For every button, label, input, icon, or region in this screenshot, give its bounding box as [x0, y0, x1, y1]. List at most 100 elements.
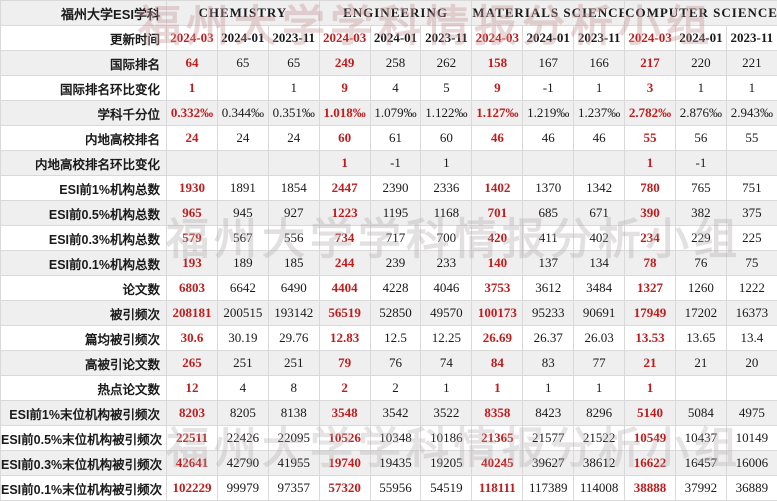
row-label: 更新时间	[1, 26, 167, 51]
data-cell: 5140	[625, 401, 676, 426]
data-cell: 12.25	[421, 326, 472, 351]
data-cell: 22095	[268, 426, 319, 451]
data-cell: 1	[167, 76, 218, 101]
data-cell: 12	[167, 376, 218, 401]
data-cell: 38888	[625, 476, 676, 501]
data-cell: 134	[574, 251, 625, 276]
data-cell: 2024-03	[167, 26, 218, 51]
data-cell: 239	[370, 251, 421, 276]
data-cell: 6490	[268, 276, 319, 301]
data-cell: 16457	[675, 451, 726, 476]
data-cell: 193	[167, 251, 218, 276]
data-cell: 36889	[726, 476, 777, 501]
data-cell: 1	[421, 151, 472, 176]
data-cell: 4	[217, 376, 268, 401]
data-cell: 556	[268, 226, 319, 251]
data-cell: 21577	[523, 426, 574, 451]
data-cell: 22426	[217, 426, 268, 451]
data-cell: 685	[523, 201, 574, 226]
row-label: 高被引论文数	[1, 351, 167, 376]
data-cell: 21365	[472, 426, 523, 451]
data-cell: 17949	[625, 301, 676, 326]
data-cell: 166	[574, 51, 625, 76]
data-cell: 21522	[574, 426, 625, 451]
data-cell: 102229	[167, 476, 218, 501]
row-label: 热点论文数	[1, 376, 167, 401]
data-cell: 42641	[167, 451, 218, 476]
data-cell: 3548	[319, 401, 370, 426]
data-cell: 65	[217, 51, 268, 76]
data-cell: 49570	[421, 301, 472, 326]
data-cell: 3612	[523, 276, 574, 301]
data-cell: 2.943‰	[726, 101, 777, 126]
data-cell: 1854	[268, 176, 319, 201]
data-cell: 6642	[217, 276, 268, 301]
data-cell: 158	[472, 51, 523, 76]
data-cell: 41955	[268, 451, 319, 476]
data-cell: 4	[370, 76, 421, 101]
data-cell: 382	[675, 201, 726, 226]
data-cell	[472, 151, 523, 176]
data-cell: 76	[675, 251, 726, 276]
data-cell: -1	[523, 76, 574, 101]
data-cell	[726, 376, 777, 401]
data-cell: 221	[726, 51, 777, 76]
data-cell: 21	[625, 351, 676, 376]
data-cell: 225	[726, 226, 777, 251]
row-label: ESI前0.5%机构总数	[1, 201, 167, 226]
data-cell: 2024-03	[625, 26, 676, 51]
data-cell: 26.69	[472, 326, 523, 351]
data-cell: 701	[472, 201, 523, 226]
row-label: 内地高校排名环比变化	[1, 151, 167, 176]
data-cell: 1	[574, 376, 625, 401]
data-cell: 10348	[370, 426, 421, 451]
data-cell	[217, 151, 268, 176]
data-cell: 8138	[268, 401, 319, 426]
data-cell: 78	[625, 251, 676, 276]
data-cell: 1402	[472, 176, 523, 201]
data-cell: 74	[421, 351, 472, 376]
data-cell: 46	[574, 126, 625, 151]
data-cell: 734	[319, 226, 370, 251]
data-cell: 1168	[421, 201, 472, 226]
data-cell: 37992	[675, 476, 726, 501]
data-cell: 8296	[574, 401, 625, 426]
data-cell: 99979	[217, 476, 268, 501]
data-cell: 251	[268, 351, 319, 376]
row-label: 国际排名	[1, 51, 167, 76]
data-cell: 3	[625, 76, 676, 101]
data-cell	[167, 151, 218, 176]
row-label: ESI前1%末位机构被引频次	[1, 401, 167, 426]
data-cell: 10149	[726, 426, 777, 451]
data-cell: 244	[319, 251, 370, 276]
data-cell: 8	[268, 376, 319, 401]
data-cell: 420	[472, 226, 523, 251]
data-cell: 24	[268, 126, 319, 151]
data-cell: 2.782‰	[625, 101, 676, 126]
data-cell: 56	[675, 126, 726, 151]
subject-header: ENGINEERING	[319, 1, 472, 26]
data-cell: 1	[523, 376, 574, 401]
data-cell: 57320	[319, 476, 370, 501]
data-cell: 258	[370, 51, 421, 76]
data-cell: 77	[574, 351, 625, 376]
data-cell: 97357	[268, 476, 319, 501]
data-cell: 965	[167, 201, 218, 226]
data-cell: 117389	[523, 476, 574, 501]
data-cell: 64	[167, 51, 218, 76]
data-cell: 3542	[370, 401, 421, 426]
row-label: 被引频次	[1, 301, 167, 326]
row-label: ESI前1%机构总数	[1, 176, 167, 201]
data-cell: 411	[523, 226, 574, 251]
data-cell: 1	[319, 151, 370, 176]
data-cell: 9	[319, 76, 370, 101]
data-cell: 8205	[217, 401, 268, 426]
